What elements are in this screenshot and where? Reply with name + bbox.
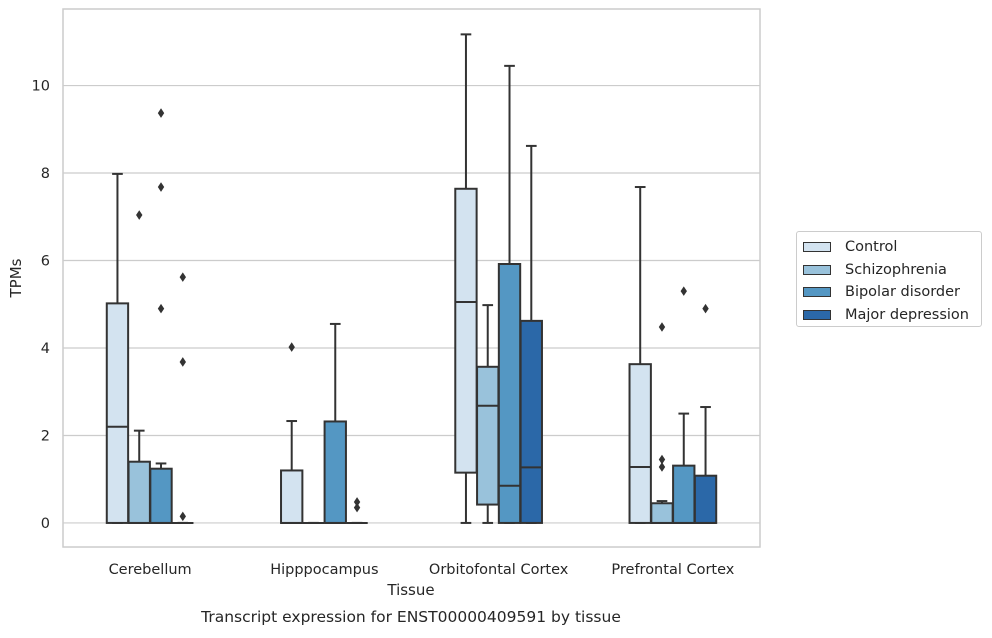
legend-item-major-depression: Major depression	[803, 304, 981, 327]
x-tick-label: Orbitofontal Cortex	[429, 562, 569, 578]
outlier-point	[702, 303, 709, 314]
box-group	[519, 144, 543, 524]
outlier-point	[179, 357, 186, 367]
legend-swatch-schizophrenia	[803, 264, 831, 275]
outlier-point	[353, 502, 361, 513]
legend-item-control: Control	[803, 236, 981, 259]
outlier-point	[353, 497, 361, 507]
box	[650, 502, 674, 524]
y-tick-label: 6	[41, 254, 50, 270]
box	[519, 319, 543, 524]
box	[127, 460, 151, 524]
outlier-point	[179, 272, 186, 282]
y-axis-ticks: 0 2 4 6 8 10	[32, 79, 50, 532]
box	[693, 474, 718, 524]
outlier-point	[157, 108, 165, 118]
box	[280, 469, 304, 524]
legend-swatch-bipolar-disorder	[803, 287, 831, 298]
legend-label-major-depression: Major depression	[845, 306, 969, 323]
legend-item-schizophrenia: Schizophrenia	[803, 259, 981, 282]
x-tick-label: Cerebellum	[109, 562, 192, 578]
x-axis-ticks: Cerebellum Hipppocampus Orbitofontal Corte…	[109, 562, 735, 578]
box-group	[672, 286, 696, 524]
legend-swatch-control	[803, 242, 831, 253]
box-group	[346, 497, 368, 524]
box-group	[105, 172, 130, 524]
x-tick-label: Prefrontal Cortex	[611, 562, 734, 578]
box	[497, 263, 522, 524]
box-group	[172, 272, 194, 524]
y-axis-label: TPMs	[7, 258, 25, 298]
plot-area	[63, 9, 760, 547]
legend-label-schizophrenia: Schizophrenia	[845, 261, 947, 278]
box-group	[650, 322, 674, 524]
box	[672, 464, 696, 524]
y-tick-label: 4	[41, 341, 50, 357]
chart-title: Transcript expression for ENST0000040959…	[200, 608, 621, 626]
box-group	[693, 303, 718, 524]
y-tick-label: 0	[41, 516, 50, 532]
box-group	[628, 186, 652, 524]
box	[454, 187, 478, 474]
outlier-point	[658, 322, 666, 332]
legend-label-control: Control	[845, 239, 898, 256]
legend-item-bipolar-disorder: Bipolar disorder	[803, 281, 981, 304]
outlier-point	[680, 286, 687, 296]
box	[628, 363, 652, 524]
box-group	[476, 304, 500, 524]
outlier-point	[658, 454, 666, 465]
legend: Control Schizophrenia Bipolar disorder M…	[796, 231, 982, 327]
outlier-point	[136, 210, 143, 220]
y-tick-label: 10	[32, 79, 50, 95]
y-tick-label: 8	[41, 166, 50, 182]
boxes	[105, 33, 718, 524]
outlier-point	[157, 182, 165, 192]
legend-label-bipolar-disorder: Bipolar disorder	[845, 284, 960, 301]
outlier-point	[179, 511, 186, 522]
y-tick-label: 2	[41, 428, 50, 444]
box-group	[454, 33, 478, 524]
x-tick-label: Hipppocampus	[270, 562, 378, 578]
box-group	[323, 322, 347, 524]
box	[476, 365, 500, 506]
box	[149, 467, 173, 524]
legend-swatch-major-depression	[803, 309, 831, 320]
box-group	[280, 342, 304, 524]
outlier-point	[658, 462, 666, 472]
box-group	[149, 108, 173, 524]
box	[323, 420, 347, 524]
plot-frame	[62, 8, 761, 548]
box	[105, 302, 130, 524]
outlier-point	[157, 303, 165, 314]
x-axis-label: Tissue	[386, 581, 434, 599]
outlier-point	[288, 342, 295, 352]
